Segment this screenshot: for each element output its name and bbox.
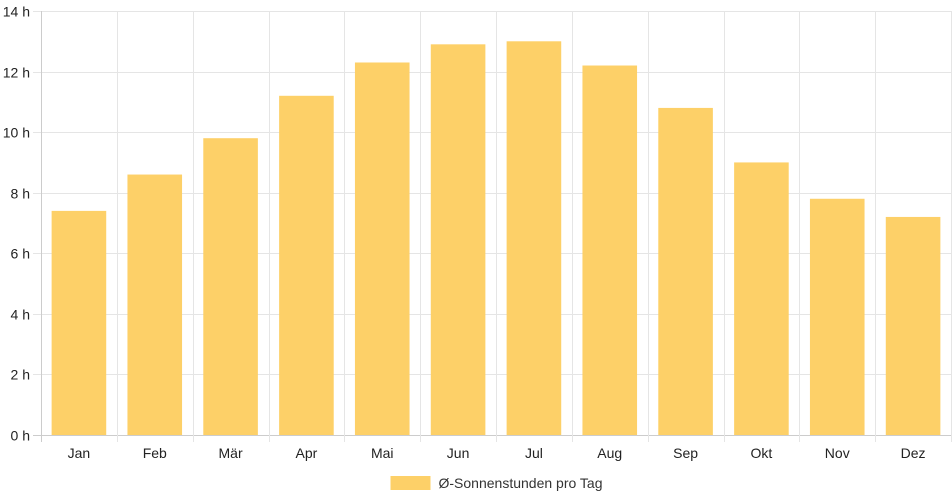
x-tick-label: Feb <box>143 445 167 461</box>
y-tick-label: 2 h <box>11 367 30 383</box>
y-tick-label: 12 h <box>3 65 30 81</box>
y-tick-label: 0 h <box>11 428 30 444</box>
bar <box>51 210 107 435</box>
y-tick-label: 4 h <box>11 307 30 323</box>
bar <box>734 162 789 435</box>
x-tick-label: Jul <box>525 445 543 461</box>
legend-swatch[interactable] <box>390 476 431 490</box>
bar <box>430 44 486 436</box>
x-tick-label: Mai <box>371 445 394 461</box>
y-tick-label: 6 h <box>11 246 30 262</box>
y-tick-label: 14 h <box>3 4 30 20</box>
x-tick-label: Nov <box>825 445 850 461</box>
bar <box>279 95 334 436</box>
y-tick-label: 10 h <box>3 125 30 141</box>
bar <box>203 138 258 435</box>
bar <box>809 198 865 435</box>
bar <box>127 174 183 436</box>
bar <box>658 107 713 436</box>
x-tick-label: Sep <box>673 445 698 461</box>
bar <box>885 216 941 435</box>
x-tick-label: Apr <box>296 445 318 461</box>
x-tick-label: Jun <box>447 445 470 461</box>
x-tick-label: Dez <box>901 445 926 461</box>
y-tick-label: 8 h <box>11 186 30 202</box>
x-tick-label: Okt <box>751 445 773 461</box>
x-tick-label: Mär <box>219 445 243 461</box>
bar <box>506 41 562 436</box>
legend-label[interactable]: Ø-Sonnenstunden pro Tag <box>439 475 603 491</box>
bar <box>354 62 410 435</box>
bar <box>582 65 638 435</box>
x-tick-label: Jan <box>68 445 91 461</box>
x-tick-label: Aug <box>597 445 622 461</box>
